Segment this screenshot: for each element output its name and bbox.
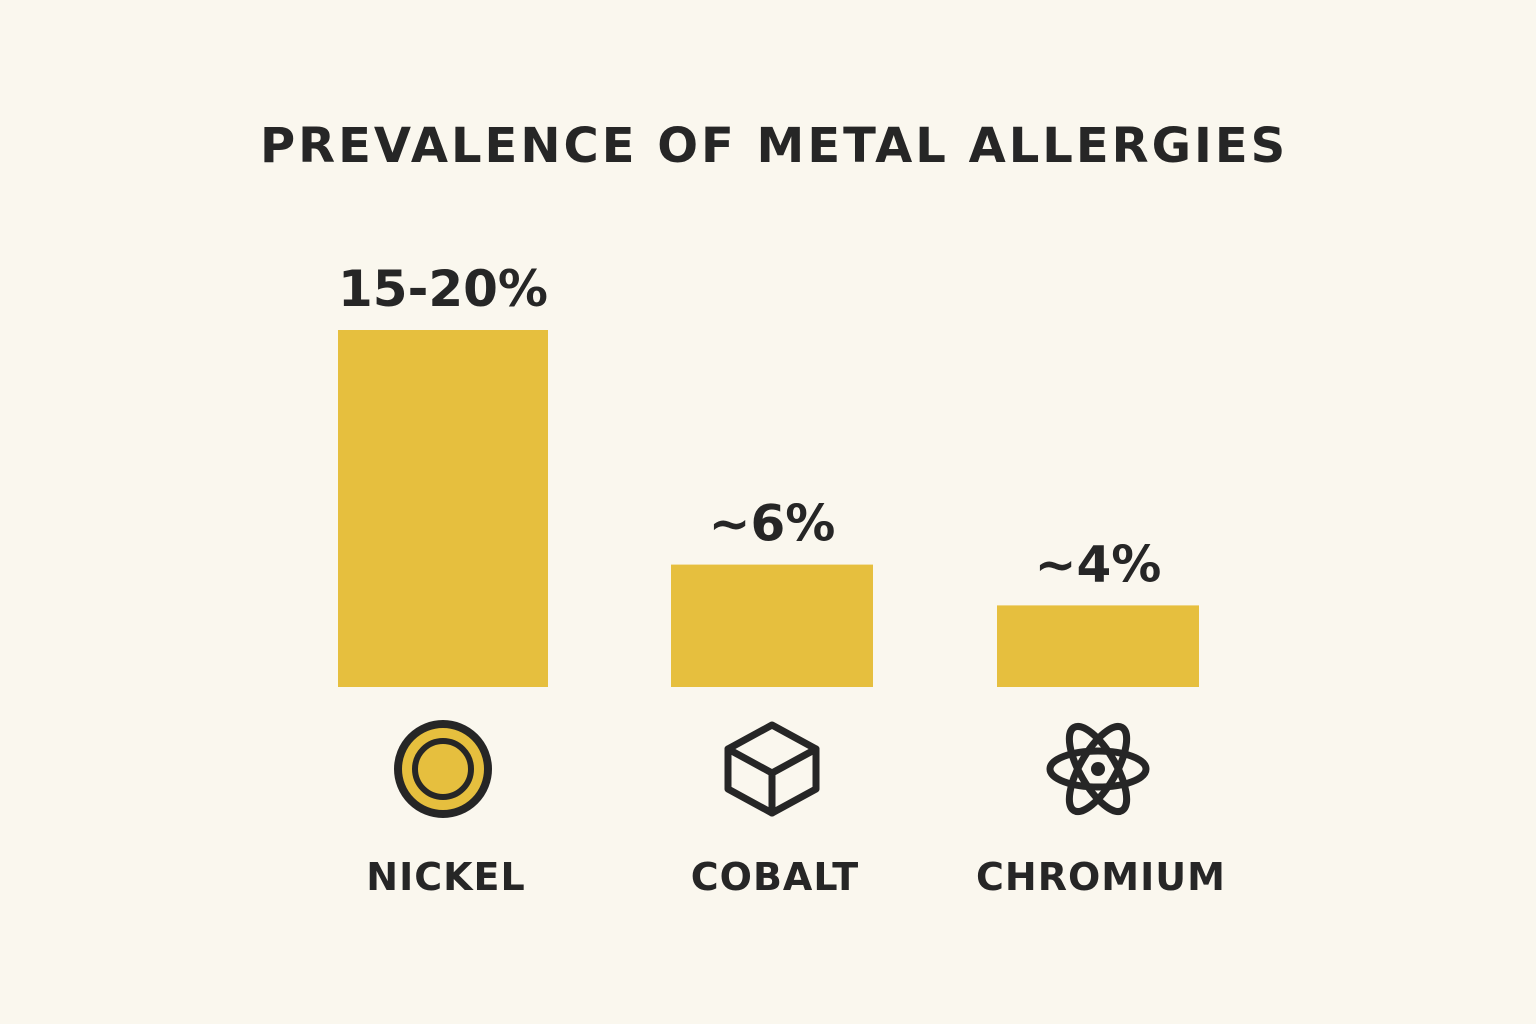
bar-chromium (997, 605, 1199, 687)
value-label-nickel: 15-20% (338, 260, 548, 318)
atom-orbit-3 (1065, 722, 1131, 816)
cube-top-edge (724, 745, 820, 777)
coin-icon (394, 720, 492, 818)
bars-group: 15-20% NICKEL ~6% COBALT ~4% CHROMIUM (338, 260, 1226, 899)
atom-orbit-1 (1046, 747, 1150, 791)
category-label-chromium: CHROMIUM (976, 855, 1226, 899)
bar-nickel (338, 330, 548, 687)
atom-icon (1046, 722, 1150, 816)
category-label-nickel: NICKEL (366, 855, 525, 899)
atom-nucleus (1091, 762, 1105, 776)
chart-title: PREVALENCE OF METAL ALLERGIES (260, 118, 1288, 174)
category-label-cobalt: COBALT (691, 855, 859, 899)
coin-inner-ring (412, 738, 474, 800)
cube-icon (724, 721, 820, 817)
value-label-cobalt: ~6% (709, 495, 836, 553)
atom-orbit-2 (1065, 722, 1131, 816)
bar-cobalt (671, 564, 873, 687)
value-label-chromium: ~4% (1035, 535, 1162, 593)
